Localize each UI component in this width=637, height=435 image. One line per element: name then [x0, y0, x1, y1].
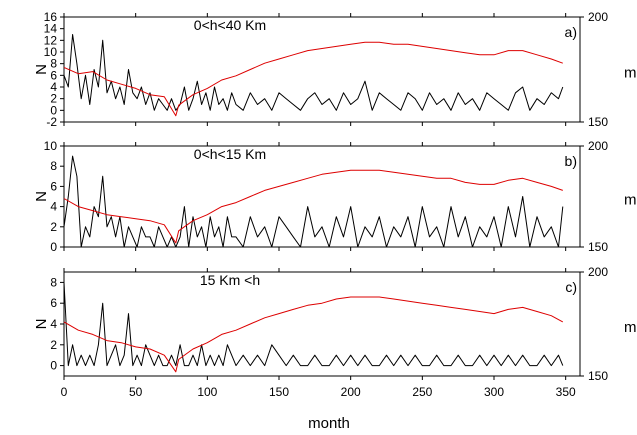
y-tick-label: 2 — [50, 220, 57, 234]
y2-tick-label: 150 — [588, 240, 608, 254]
y-tick-label: 8 — [50, 159, 57, 173]
panel-2: 0 2 4 6 8 10 150 200 N m 0<h<15 Km b) — [33, 139, 637, 254]
panel-label: a) — [565, 24, 577, 40]
y2-tick-label: 150 — [588, 115, 608, 129]
y-tick-label: 2 — [50, 338, 57, 352]
y-tick-label: -2 — [46, 115, 57, 129]
plot-frame — [63, 16, 581, 123]
series-line-m — [63, 169, 563, 244]
y-tick-label: 10 — [44, 45, 58, 59]
y-tick-label: 2 — [50, 92, 57, 106]
y-tick-label: 0 — [50, 240, 57, 254]
panel-label: b) — [565, 153, 577, 169]
y2-tick-label: 200 — [588, 139, 608, 153]
panel-annotation: 15 Km <h — [200, 272, 260, 288]
y-tick-label: 12 — [44, 33, 58, 47]
y-tick-label: 6 — [50, 179, 57, 193]
y-tick-label: 16 — [44, 10, 58, 24]
plot-frame — [63, 271, 581, 377]
series-line-n — [63, 34, 564, 111]
x-tick-label: 250 — [412, 385, 432, 399]
y2-axis-label: m — [624, 192, 637, 209]
panel-3: 0 2 4 6 8 150 200 0 50 100 150 200 250 300 350 N m 15 Km … — [33, 265, 637, 399]
y2-tick-label: 200 — [588, 265, 608, 279]
x-tick-label: 300 — [484, 385, 504, 399]
series-line-n — [63, 155, 564, 248]
y-tick-label: 6 — [50, 296, 57, 310]
y-tick-label: 8 — [50, 57, 57, 71]
x-tick-label: 350 — [556, 385, 576, 399]
x-axis-label: month — [308, 415, 350, 432]
x-tick-label: 100 — [197, 385, 217, 399]
plot-frame — [63, 145, 581, 248]
series-line-n — [63, 282, 564, 367]
y-tick-label: 6 — [50, 68, 57, 82]
y-tick-label: 10 — [44, 139, 58, 153]
y-axis-label: N — [33, 64, 50, 75]
y2-tick-label: 150 — [588, 369, 608, 383]
y-tick-label: 14 — [44, 22, 58, 36]
y-tick-label: 0 — [50, 359, 57, 373]
y-tick-label: 4 — [50, 80, 57, 94]
panel-annotation: 0<h<15 Km — [194, 146, 266, 162]
y2-axis-label: m — [624, 319, 637, 336]
x-tick-label: 50 — [129, 385, 143, 399]
y-tick-label: 4 — [50, 200, 57, 214]
y-axis-label: N — [33, 191, 50, 202]
y2-axis-label: m — [624, 65, 637, 82]
series-line-m — [63, 41, 563, 117]
x-tick-label: 150 — [269, 385, 289, 399]
y-axis-label: N — [33, 319, 50, 330]
y2-tick-label: 200 — [588, 10, 608, 24]
panel-label: c) — [565, 279, 577, 295]
series-line-m — [63, 296, 564, 373]
x-tick-label: 0 — [61, 385, 68, 399]
x-tick-label: 200 — [341, 385, 361, 399]
y-tick-label: 8 — [50, 275, 57, 289]
panel-annotation: 0<h<40 Km — [194, 17, 266, 33]
y-tick-label: 4 — [50, 317, 57, 331]
y-tick-label: 0 — [50, 103, 57, 117]
